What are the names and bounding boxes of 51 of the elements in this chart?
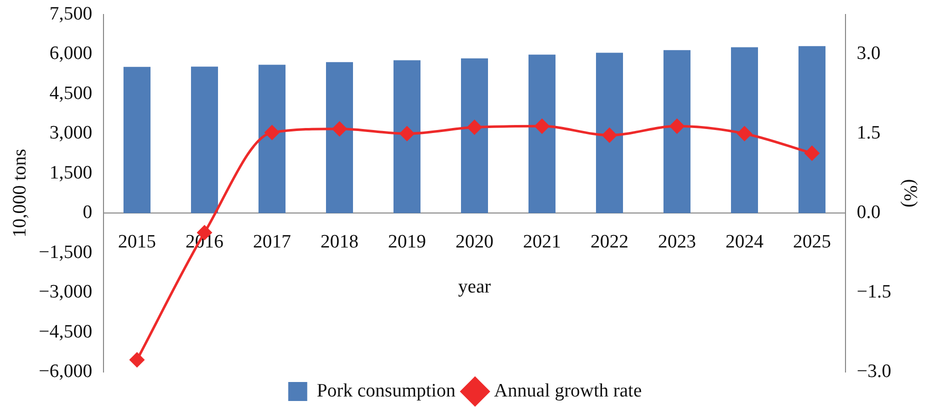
point <box>400 126 414 141</box>
y-tick-label: −1,500 <box>38 242 92 263</box>
point <box>737 126 752 141</box>
x-tick-label: 2024 <box>725 231 764 252</box>
y2-tick-label: −1.5 <box>856 282 892 303</box>
y2-tick-label: 3.0 <box>856 43 880 64</box>
bar <box>798 46 826 214</box>
y-tick-label: −3,000 <box>38 282 92 303</box>
bar <box>663 50 690 214</box>
y-tick-label: −6,000 <box>38 360 92 382</box>
y2-tick-label: −3.0 <box>856 360 892 382</box>
x-tick-label: 2023 <box>658 231 696 252</box>
bar <box>394 60 420 214</box>
point <box>130 352 144 368</box>
y-tick-label: 3,000 <box>50 122 92 144</box>
point <box>264 125 280 140</box>
y-tick-label: −4,500 <box>38 321 92 342</box>
bar <box>124 66 151 214</box>
bar <box>596 52 623 214</box>
point <box>670 118 684 134</box>
x-tick-label: 2019 <box>388 231 426 252</box>
y-tick-label: 0 <box>82 202 92 224</box>
bar <box>326 62 354 214</box>
point <box>804 146 820 160</box>
x-axis-title: year <box>458 276 492 298</box>
x-tick-label: 2025 <box>792 231 831 252</box>
y2-tick-label: 0.0 <box>856 202 880 224</box>
bar <box>730 47 758 214</box>
point <box>467 120 482 134</box>
y-tick-label: 7,500 <box>50 3 92 24</box>
legend-label: Pork consumption <box>316 380 456 402</box>
point <box>332 122 347 136</box>
x-tick-label: 2015 <box>118 231 156 252</box>
point <box>602 128 617 142</box>
y-tick-label: 1,500 <box>50 162 92 184</box>
y-tick-label: 6,000 <box>50 43 92 64</box>
x-tick-label: 2018 <box>320 231 359 252</box>
bar <box>461 58 488 214</box>
x-tick-label: 2022 <box>590 231 628 252</box>
bar <box>191 66 218 214</box>
x-tick-label: 2020 <box>456 231 494 252</box>
y-axis-title: 10,000 tons <box>9 148 30 238</box>
x-tick-label: 2017 <box>253 231 292 252</box>
point <box>534 118 550 134</box>
bar <box>258 64 286 214</box>
y-tick-label: 4,500 <box>50 82 92 104</box>
y2-axis-title: (%) <box>900 178 921 208</box>
y2-tick-label: 1.5 <box>856 122 880 144</box>
x-tick-label: 2021 <box>522 231 561 252</box>
legend-label: Annual growth rate <box>494 380 642 402</box>
bar <box>528 54 556 214</box>
